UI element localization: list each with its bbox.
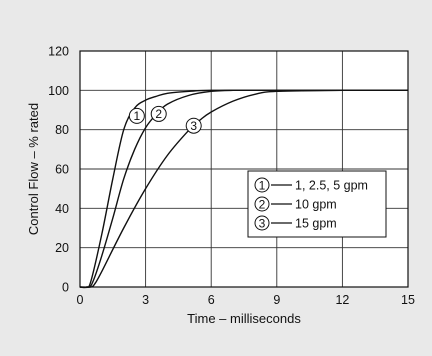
y-tick-label: 20 [55, 241, 69, 255]
plot-frame [79, 50, 409, 288]
y-tick-label: 100 [48, 84, 69, 98]
series-markers: 1 2 3 [128, 105, 202, 134]
legend-item-1: 1 1, 2.5, 5 gpm [254, 177, 368, 193]
x-tick-label: 6 [208, 293, 215, 307]
y-tick-label: 40 [55, 202, 69, 216]
series-marker-2: 2 [150, 105, 167, 122]
svg-text:1: 1 [259, 178, 266, 192]
x-tick-label: 9 [273, 293, 280, 307]
x-tick-label: 15 [401, 293, 415, 307]
legend-label: 10 gpm [295, 198, 337, 212]
series-marker-1: 1 [128, 107, 145, 124]
x-tick-label: 12 [335, 293, 349, 307]
series-marker-label: 2 [155, 107, 162, 121]
legend: 1 1, 2.5, 5 gpm 2 10 gpm 3 15 gpm [247, 170, 387, 238]
series-marker-label: 3 [190, 119, 197, 133]
x-tick-label: 3 [142, 293, 149, 307]
y-tick-label: 80 [55, 123, 69, 137]
series-marker-3: 3 [185, 117, 202, 134]
series-marker-label: 1 [134, 109, 141, 123]
x-tick-label: 0 [77, 293, 84, 307]
svg-text:2: 2 [259, 197, 266, 211]
legend-label: 1, 2.5, 5 gpm [295, 179, 368, 193]
y-axis-title: Control Flow – % rated [26, 103, 41, 235]
x-axis-title: Time – milliseconds [187, 311, 301, 326]
legend-item-3: 3 15 gpm [254, 215, 337, 231]
svg-text:3: 3 [259, 216, 266, 230]
y-tick-label: 120 [48, 45, 69, 59]
y-tick-label: 0 [62, 281, 69, 295]
y-tick-label: 60 [55, 163, 69, 177]
legend-label: 15 gpm [295, 217, 337, 231]
legend-item-2: 2 10 gpm [254, 196, 337, 212]
